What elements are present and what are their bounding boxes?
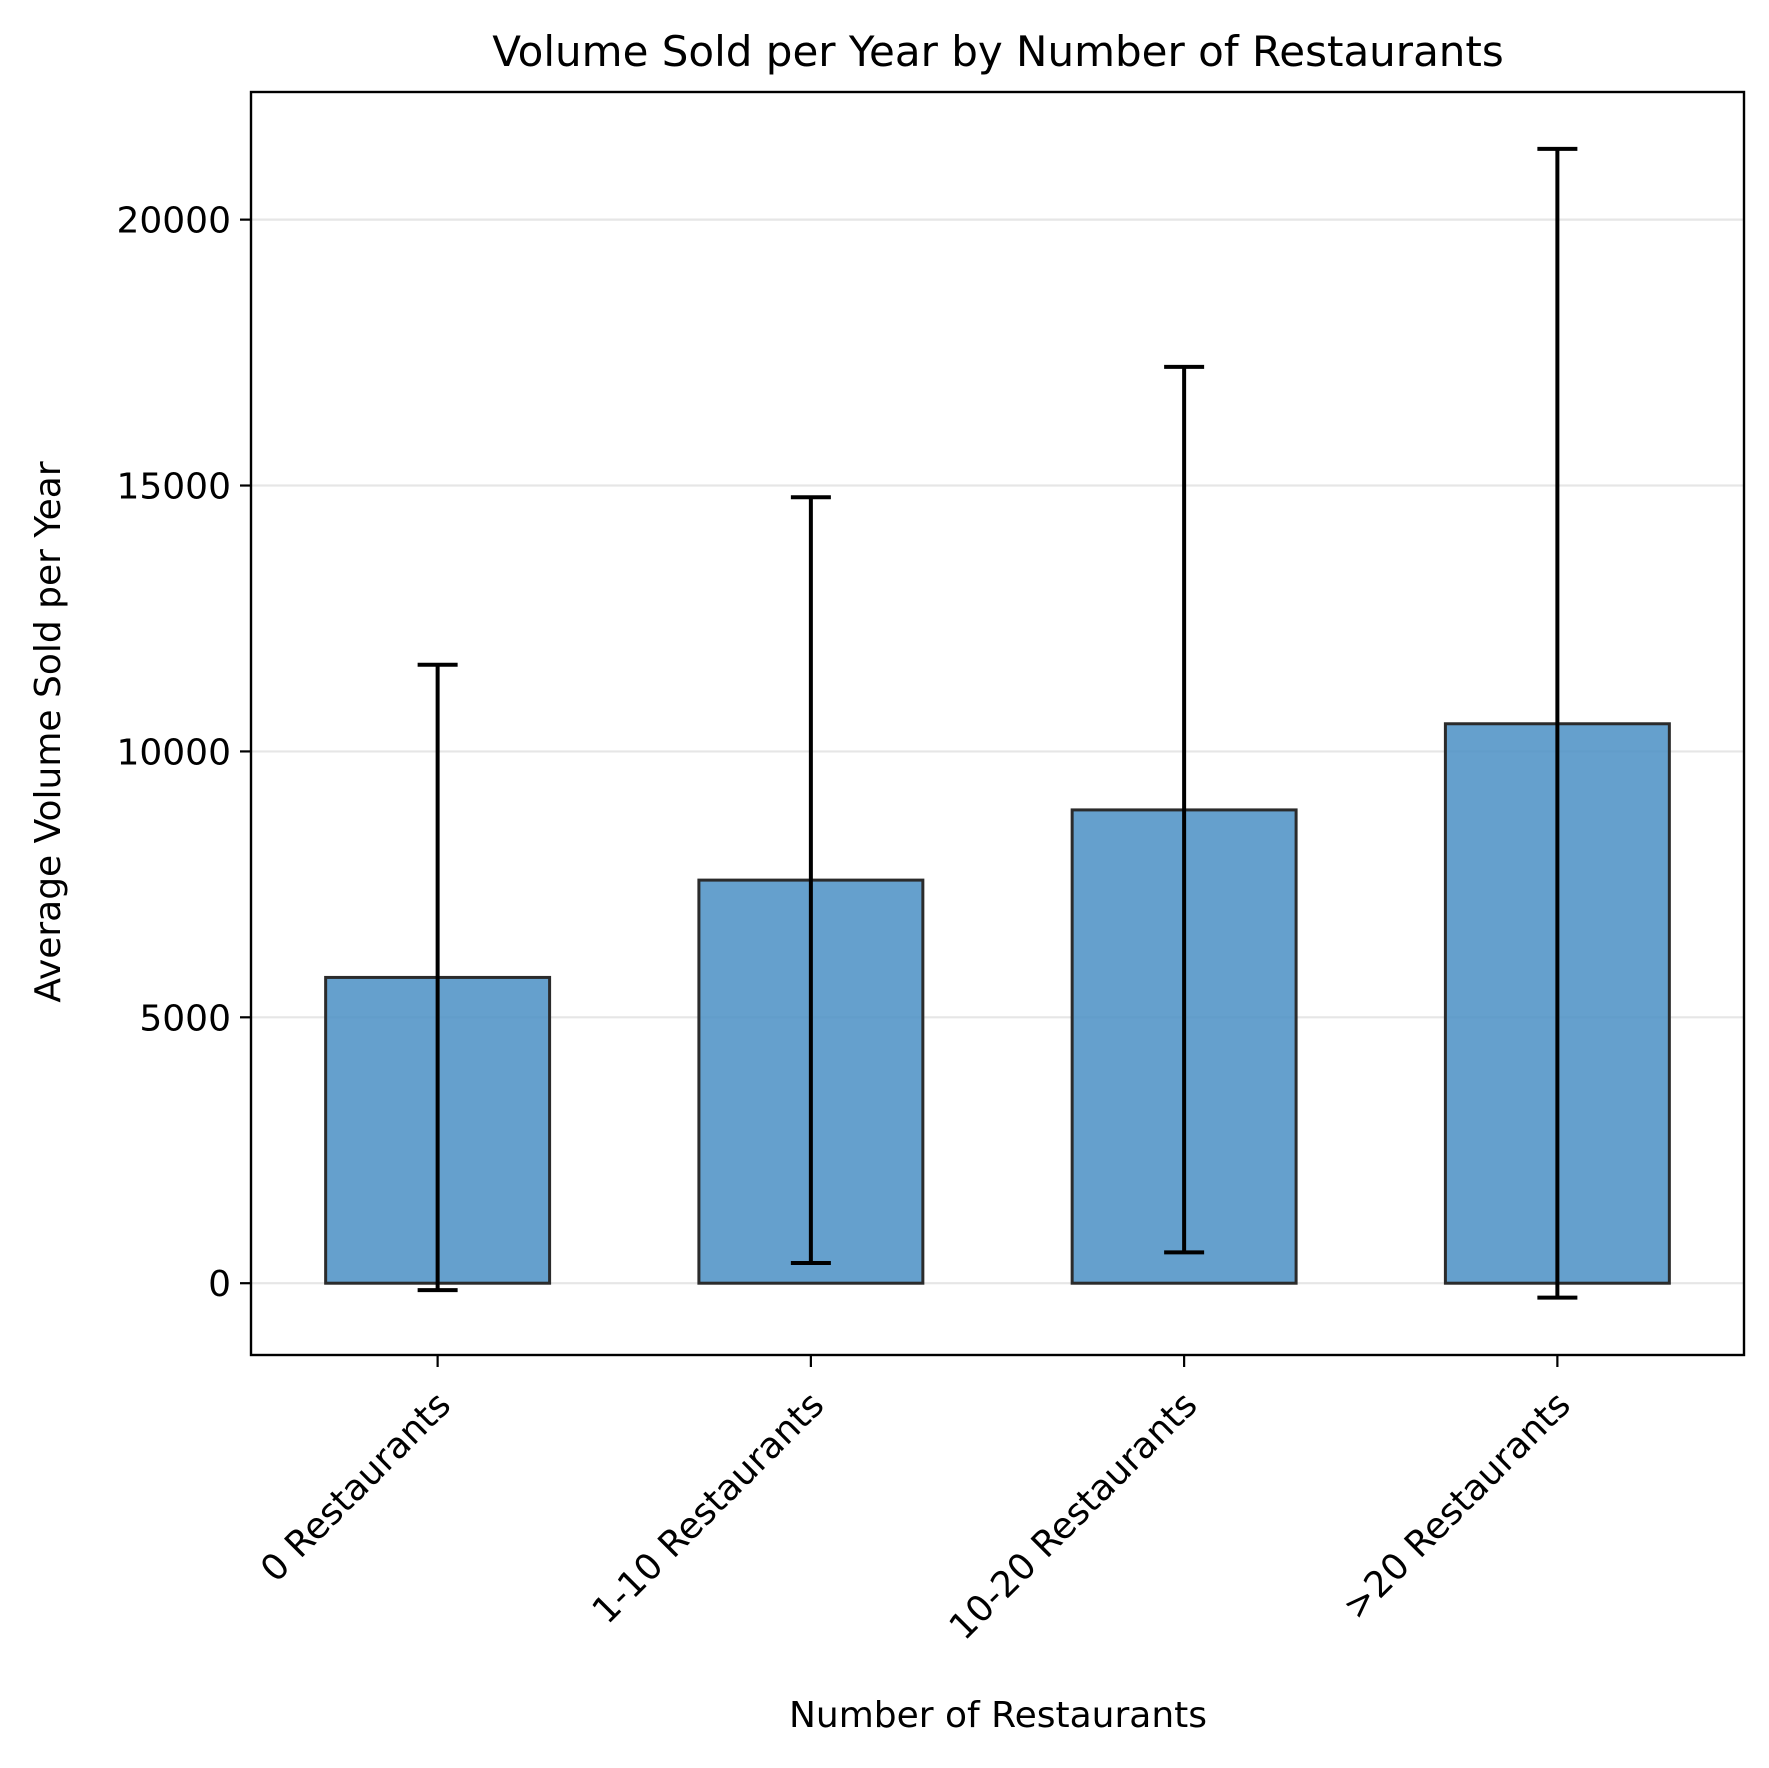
error-bars xyxy=(417,146,1578,1300)
x-tick-label-0: 0 Restaurants xyxy=(253,1384,459,1590)
y-tick-label-4: 20000 xyxy=(116,201,231,242)
y-axis-label: Average Volume Sold per Year xyxy=(28,461,69,1002)
bars xyxy=(324,722,1671,1285)
y-tick-label-0: 0 xyxy=(208,1264,231,1305)
x-tick-label-3: >20 Restaurants xyxy=(1335,1384,1578,1627)
x-tick-label-2: 10-20 Restaurants xyxy=(942,1384,1206,1648)
plot-frame xyxy=(249,90,1746,1357)
y-tick-label-1: 5000 xyxy=(139,998,231,1039)
x-axis-label: Number of Restaurants xyxy=(789,1695,1207,1736)
x-axis-ticks: 0 Restaurants 1-10 Restaurants 10-20 Resta… xyxy=(253,1355,1579,1648)
y-axis-ticks: 0 5000 10000 15000 20000 xyxy=(116,201,251,1305)
y-tick-label-2: 10000 xyxy=(116,732,231,773)
y-tick-label-3: 15000 xyxy=(116,467,231,508)
x-tick-label-1: 1-10 Restaurants xyxy=(585,1384,832,1631)
chart-title: Volume Sold per Year by Number of Restau… xyxy=(492,27,1504,76)
